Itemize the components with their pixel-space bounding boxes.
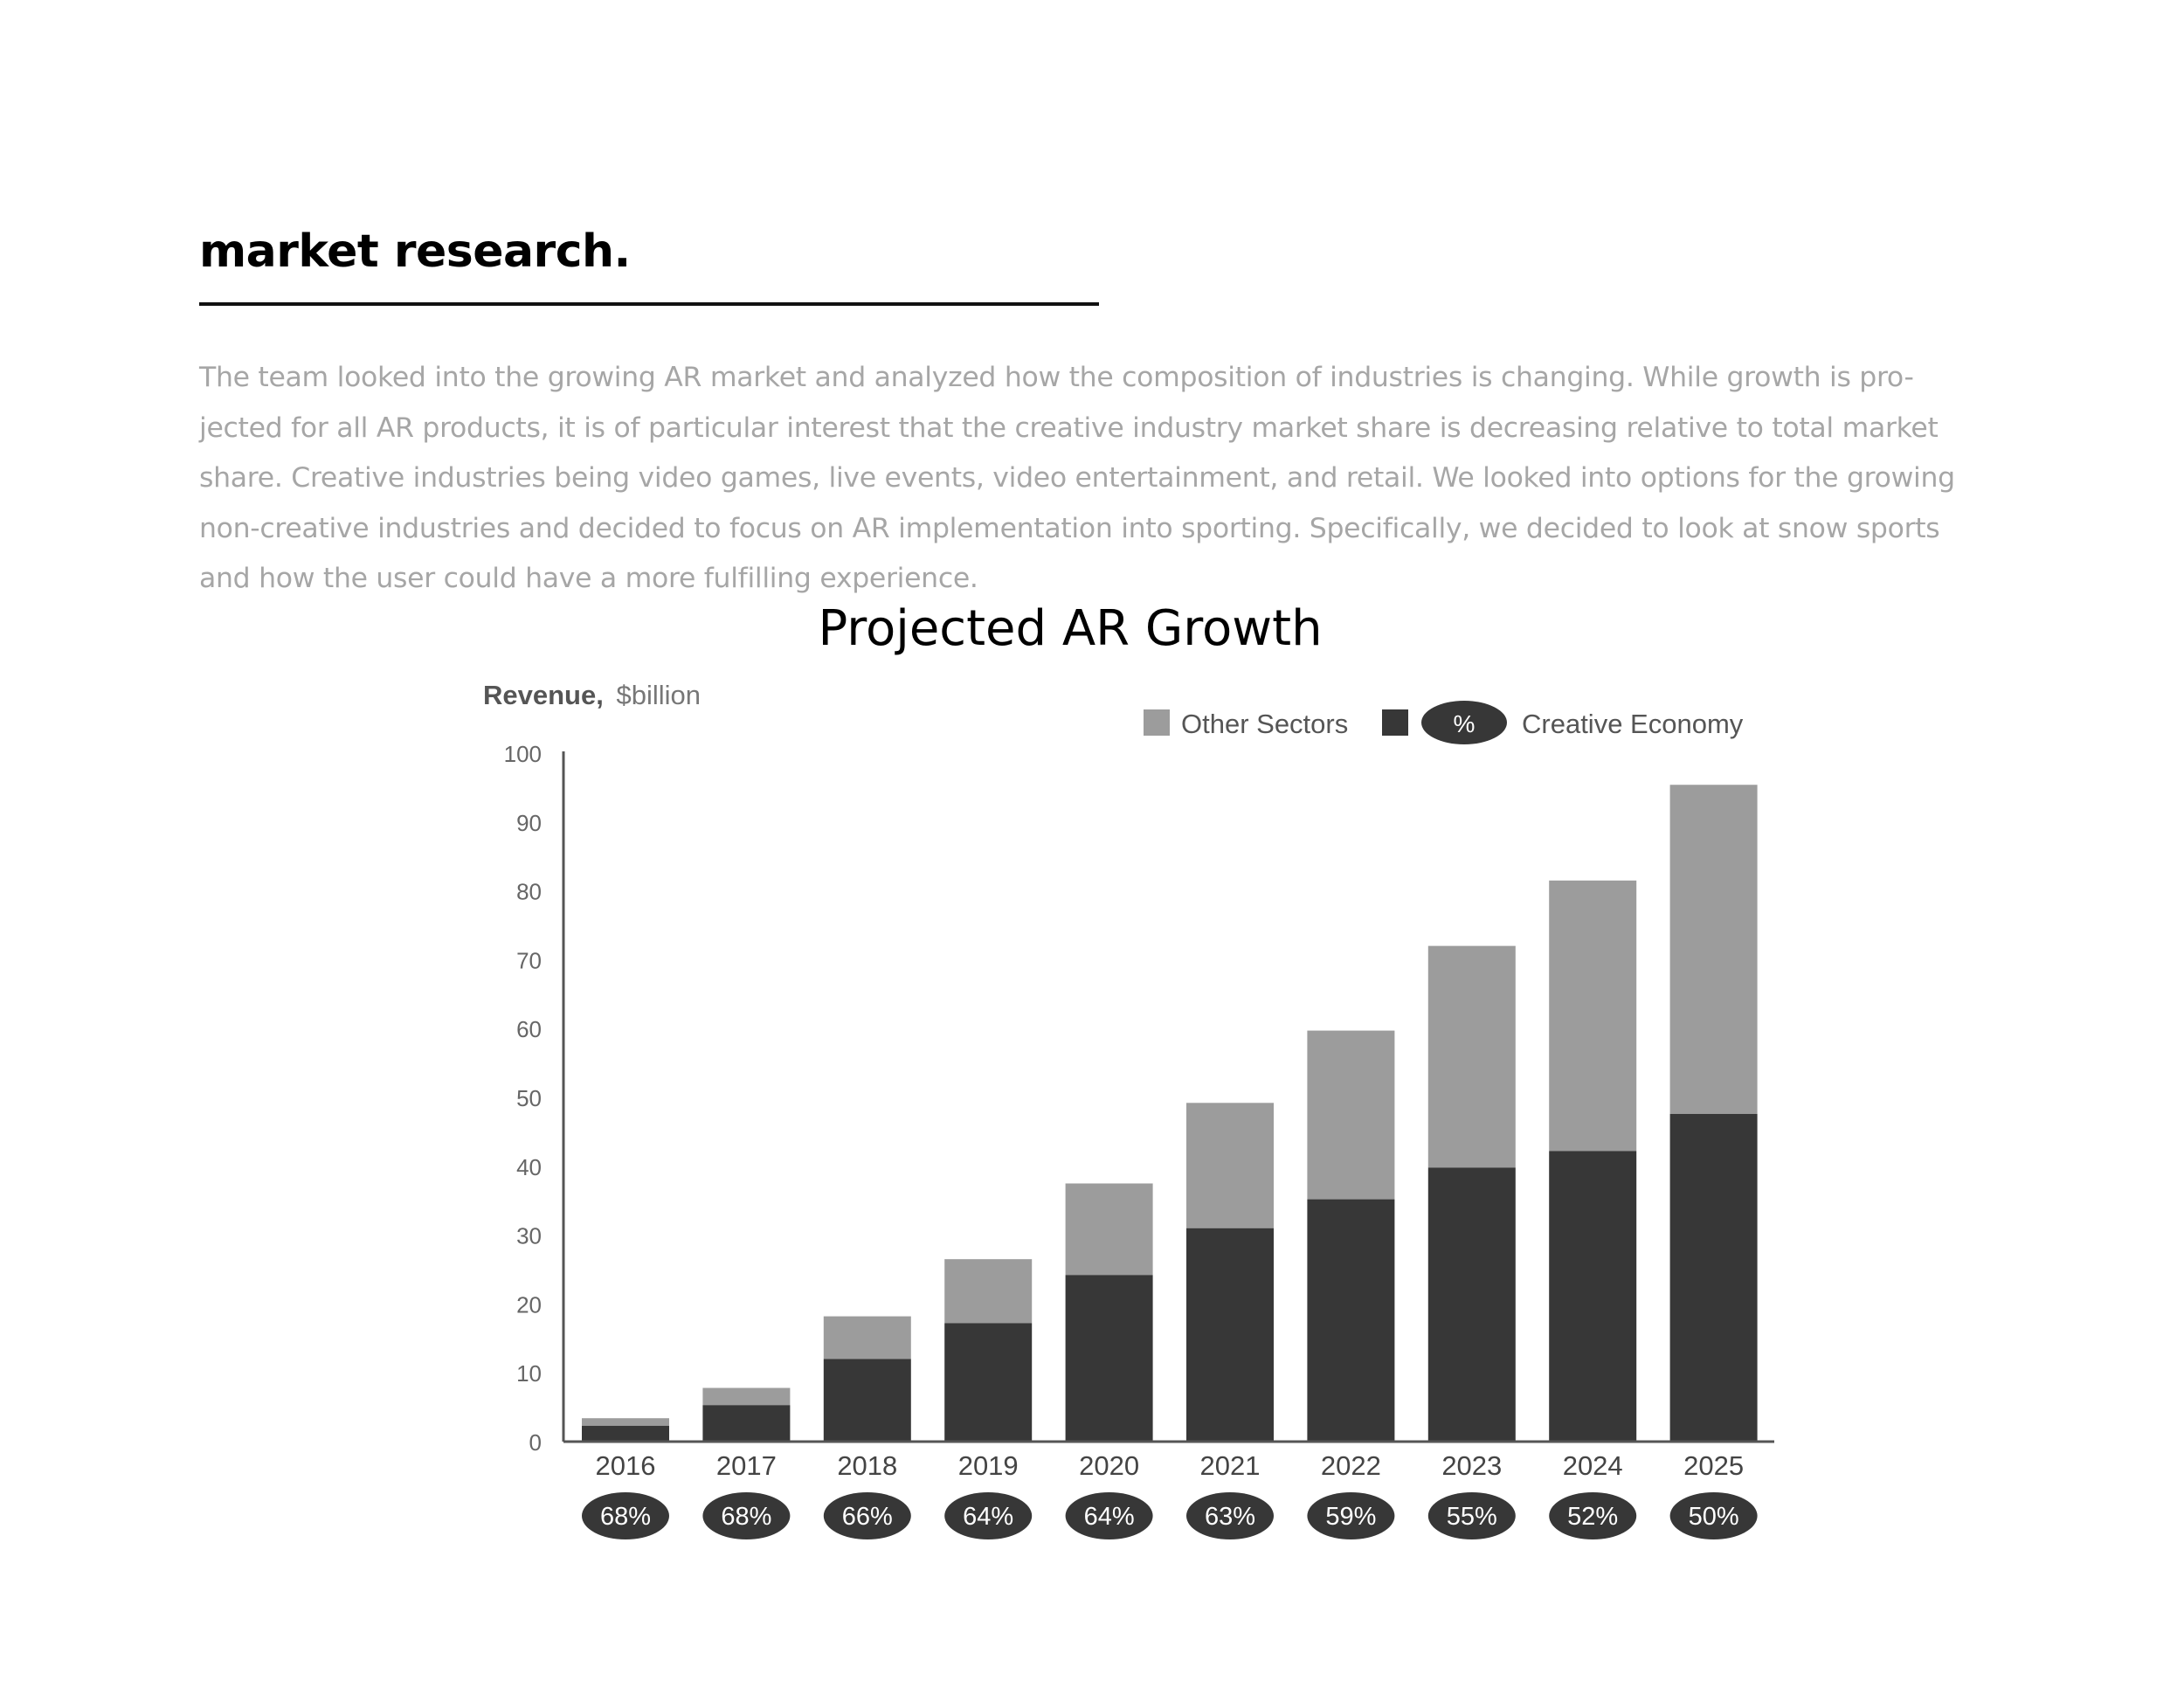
x-tick-label: 2023 xyxy=(1441,1450,1502,1481)
bar-creative-economy xyxy=(1669,1113,1758,1442)
share-badge xyxy=(1307,1492,1395,1539)
bar-other-sectors xyxy=(944,1259,1033,1324)
bar-creative-economy xyxy=(1427,1167,1516,1442)
x-tick-label: 2020 xyxy=(1079,1450,1139,1481)
legend-swatch-creative-economy xyxy=(1382,709,1408,736)
share-badge xyxy=(823,1492,911,1539)
share-badge-label: 63% xyxy=(1205,1503,1255,1531)
y-tick-label: 90 xyxy=(516,810,542,836)
share-badge-label: 64% xyxy=(1084,1503,1135,1531)
bar-other-sectors xyxy=(582,1418,669,1426)
share-badge-label: 68% xyxy=(600,1503,651,1531)
intro-paragraph: The team looked into the growing AR mark… xyxy=(199,362,1955,594)
bar-other-sectors xyxy=(1186,1103,1274,1228)
section-heading: market research. xyxy=(199,225,631,278)
x-axis-ticks: 2016 2017 2018 2019 2020 2021 2022 2023 2024 2025 xyxy=(596,1450,1745,1481)
y-tick-label: 10 xyxy=(516,1360,542,1387)
share-badge xyxy=(1186,1492,1274,1539)
x-tick-label: 2024 xyxy=(1563,1450,1623,1481)
bar-other-sectors xyxy=(1307,1030,1395,1200)
bar-other-sectors xyxy=(1669,785,1758,1114)
x-tick-label: 2025 xyxy=(1683,1450,1744,1481)
y-axis-label: Revenue, $billion xyxy=(483,680,701,710)
y-tick-label: 50 xyxy=(516,1085,542,1111)
y-axis-label-unit: $billion xyxy=(616,680,701,710)
bar-creative-economy xyxy=(1307,1199,1395,1442)
y-axis-label-bold: Revenue, xyxy=(483,680,604,710)
y-tick-label: 70 xyxy=(516,947,542,973)
x-tick-label: 2017 xyxy=(716,1450,777,1481)
share-badge-label: 55% xyxy=(1447,1503,1497,1531)
bar-other-sectors xyxy=(1549,880,1637,1152)
x-tick-label: 2016 xyxy=(596,1450,656,1481)
y-axis-ticks: 0 10 20 30 40 50 60 70 80 90 100 xyxy=(504,741,542,1456)
share-badge-label: 68% xyxy=(721,1503,771,1531)
y-tick-label: 20 xyxy=(516,1291,542,1318)
legend-label-creative-economy: Creative Economy xyxy=(1522,709,1744,739)
heading-underline xyxy=(199,302,1099,306)
legend-label-other-sectors: Other Sectors xyxy=(1181,709,1348,739)
x-tick-label: 2019 xyxy=(958,1450,1019,1481)
x-tick-label: 2018 xyxy=(837,1450,897,1481)
share-badge-label: 64% xyxy=(963,1503,1013,1531)
legend-percent-symbol: % xyxy=(1454,710,1476,737)
bar-other-sectors xyxy=(1427,945,1516,1168)
bar-creative-economy xyxy=(582,1425,669,1442)
y-tick-label: 100 xyxy=(504,741,542,767)
bar-creative-economy xyxy=(823,1359,911,1442)
bar-creative-economy xyxy=(1065,1275,1153,1442)
y-tick-label: 30 xyxy=(516,1223,542,1249)
bar-creative-economy xyxy=(944,1323,1033,1442)
legend-swatch-other-sectors xyxy=(1144,709,1170,736)
share-badge-label: 50% xyxy=(1689,1503,1739,1531)
share-badge xyxy=(702,1492,791,1539)
share-badges: 68% 68% 66% 64% 64% 63% 59% 55% 52% 50% xyxy=(582,1492,1758,1539)
bars xyxy=(582,785,1758,1442)
share-badge xyxy=(1065,1492,1153,1539)
y-tick-label: 60 xyxy=(516,1016,542,1042)
bar-other-sectors xyxy=(1065,1183,1153,1276)
share-badge-label: 52% xyxy=(1567,1503,1618,1531)
chart-title: Projected AR Growth xyxy=(818,600,1323,657)
legend: Other Sectors % Creative Economy xyxy=(1144,701,1744,744)
share-badge xyxy=(582,1492,669,1539)
share-badge xyxy=(944,1492,1033,1539)
bar-creative-economy xyxy=(1549,1151,1637,1442)
bar-creative-economy xyxy=(1186,1228,1274,1442)
y-tick-label: 80 xyxy=(516,879,542,905)
share-badge xyxy=(1549,1492,1637,1539)
bar-other-sectors xyxy=(702,1387,791,1406)
bar-other-sectors xyxy=(823,1316,911,1359)
legend-percent-badge xyxy=(1421,701,1507,744)
x-tick-label: 2021 xyxy=(1200,1450,1261,1481)
y-tick-label: 40 xyxy=(516,1154,542,1180)
share-badge-label: 59% xyxy=(1325,1503,1376,1531)
share-badge xyxy=(1427,1492,1516,1539)
y-tick-label: 0 xyxy=(529,1429,542,1456)
bar-creative-economy xyxy=(702,1405,791,1442)
x-tick-label: 2022 xyxy=(1321,1450,1381,1481)
share-badge-label: 66% xyxy=(842,1503,893,1531)
share-badge xyxy=(1669,1492,1758,1539)
